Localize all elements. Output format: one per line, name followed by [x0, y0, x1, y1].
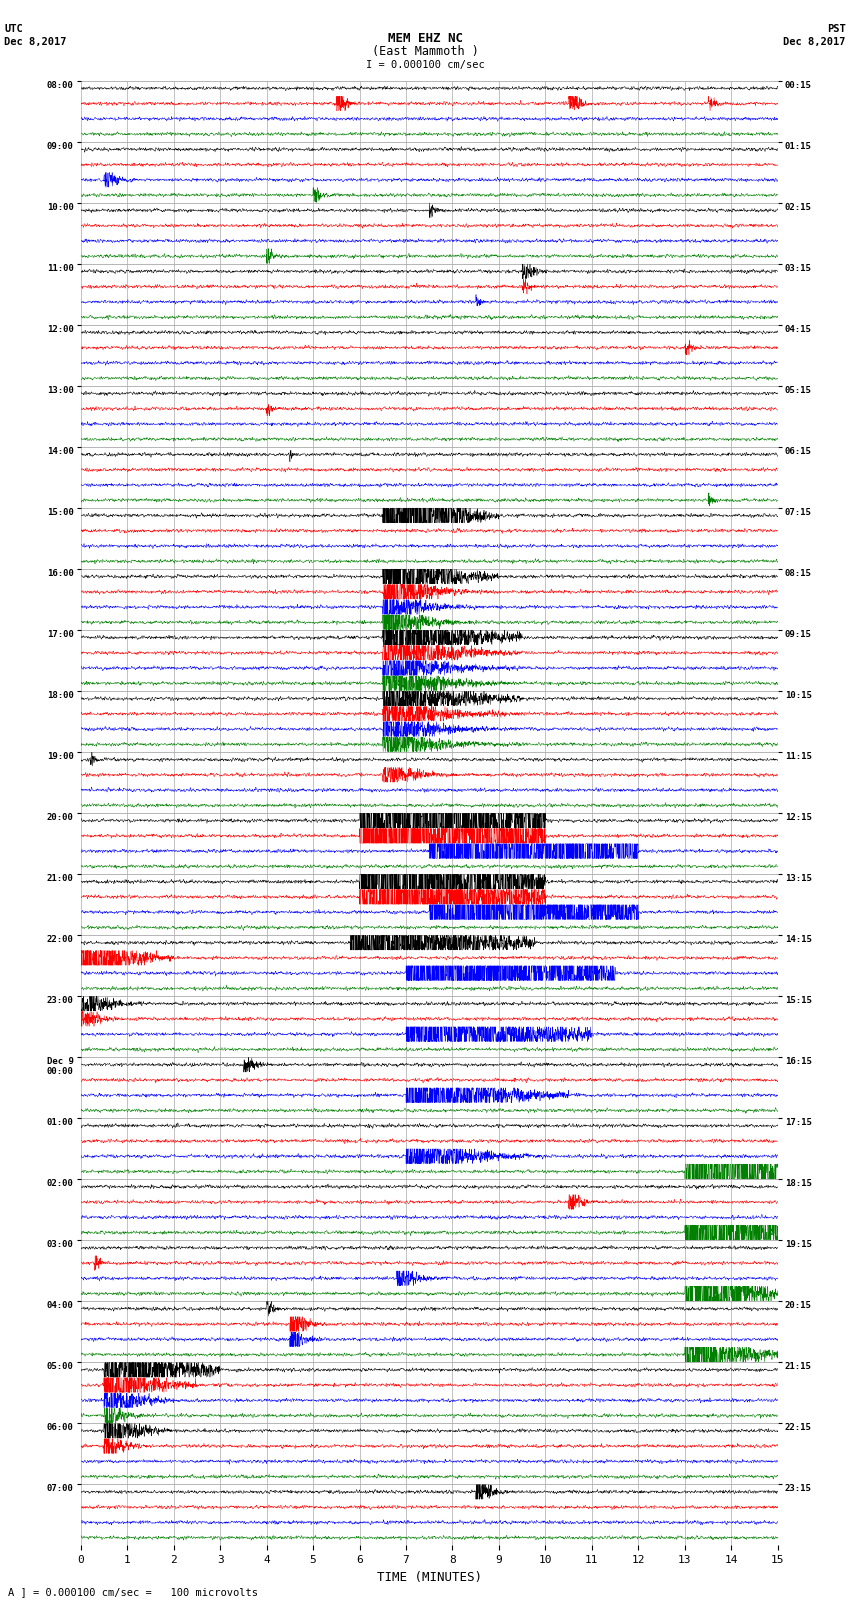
- Text: UTC: UTC: [4, 24, 23, 34]
- Text: PST: PST: [827, 24, 846, 34]
- Text: Dec 8,2017: Dec 8,2017: [4, 37, 67, 47]
- Text: (East Mammoth ): (East Mammoth ): [371, 45, 479, 58]
- Text: Dec 8,2017: Dec 8,2017: [783, 37, 846, 47]
- X-axis label: TIME (MINUTES): TIME (MINUTES): [377, 1571, 482, 1584]
- Text: I = 0.000100 cm/sec: I = 0.000100 cm/sec: [366, 60, 484, 69]
- Text: MEM EHZ NC: MEM EHZ NC: [388, 32, 462, 45]
- Text: A ] = 0.000100 cm/sec =   100 microvolts: A ] = 0.000100 cm/sec = 100 microvolts: [8, 1587, 258, 1597]
